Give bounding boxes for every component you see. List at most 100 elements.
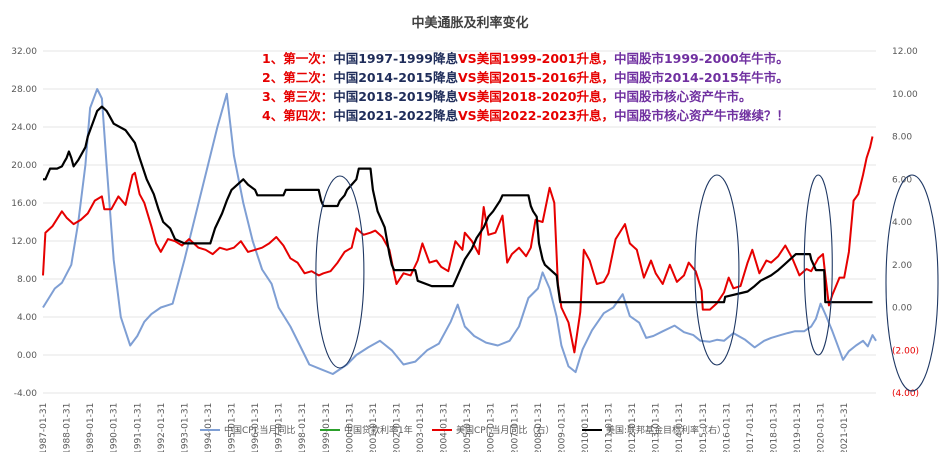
x-tick-label: 2013-01-31 (652, 403, 662, 452)
series-line-3 (43, 105, 873, 304)
annotation-p5: 中国股市2014-2015年牛市。 (614, 70, 789, 85)
left-tick-label: 0.00 (17, 351, 37, 361)
x-tick-label: 2004-01-31 (440, 403, 450, 452)
x-tick-label: 2003-01-31 (416, 403, 426, 452)
highlight-ellipse-1 (315, 175, 365, 369)
annotation-p4: 美国1999-2001升息， (477, 51, 614, 66)
annotation-line-4: 4、第四次：中国2021-2022降息VS美国2022-2023升息，中国股市核… (262, 108, 789, 123)
x-tick-label: 1996-01-31 (251, 403, 261, 452)
legend-label: 美国CPI:当月同比（右） (456, 424, 554, 436)
annotation-num: 4、 (262, 108, 283, 123)
right-tick-label: 4.00 (892, 218, 912, 228)
highlight-ellipse-2 (694, 174, 740, 366)
annotations: 1、第一次：中国1997-1999降息VS美国1999-2001升息，中国股市1… (262, 51, 789, 123)
annotation-p4: 美国2015-2016升息， (477, 70, 614, 85)
left-tick-label: -4.00 (14, 389, 38, 399)
right-tick-label: (4.00) (892, 389, 919, 399)
gridlines (43, 50, 876, 394)
x-tick-label: 2006-01-31 (487, 403, 497, 452)
left-tick-label: 32.00 (11, 47, 37, 57)
x-tick-label: 2020-01-31 (817, 403, 827, 452)
x-tick-label: 2005-01-31 (463, 403, 473, 452)
x-tick-label: 2016-01-31 (722, 403, 732, 452)
annotation-p3: VS (458, 51, 477, 66)
x-tick-label: 1989-01-31 (86, 403, 96, 452)
x-tick-label: 2007-01-31 (510, 403, 520, 452)
annotation-p2: 中国2021-2022降息 (333, 108, 458, 123)
right-tick-label: 8.00 (892, 133, 912, 143)
annotation-p4: 美国2018-2020升息， (477, 89, 614, 104)
right-tick-label: 0.00 (892, 304, 912, 314)
left-tick-label: 20.00 (11, 161, 37, 171)
annotation-p1: 第一次： (283, 51, 333, 66)
annotation-p4: 美国2022-2023升息， (477, 108, 614, 123)
left-tick-label: 28.00 (11, 85, 37, 95)
x-tick-label: 2015-01-31 (699, 403, 709, 452)
legend-label: 中国CPI:当月同比 (224, 424, 295, 436)
x-tick-label: 2021-01-31 (840, 403, 850, 452)
annotation-p2: 中国2018-2019降息 (333, 89, 458, 104)
annotation-line-3: 3、第三次：中国2018-2019降息VS美国2018-2020升息，中国股市核… (262, 89, 751, 104)
right-tick-label: 10.00 (892, 90, 918, 100)
x-tick-label: 1994-01-31 (204, 403, 214, 452)
x-tick-label: 2002-01-31 (392, 403, 402, 452)
chart-title: 中美通胀及利率变化 (411, 15, 528, 31)
x-tick-label: 2011-01-31 (605, 403, 615, 452)
right-tick-label: (2.00) (892, 346, 919, 356)
left-tick-label: 8.00 (17, 275, 37, 285)
left-tick-label: 24.00 (11, 123, 37, 133)
x-tick-label: 2000-01-31 (345, 403, 355, 452)
legend: 中国CPI:当月同比 中国贷款利率1年 美国CPI:当月同比（右） 美国:联邦基金目标… (200, 424, 726, 436)
x-tick-label: 2001-01-31 (369, 403, 379, 452)
x-tick-label: 1999-01-31 (322, 403, 332, 452)
series-lines (42, 88, 877, 375)
annotation-p5: 中国股市核心资产牛市。 (614, 89, 752, 104)
annotation-line-1: 1、第一次：中国1997-1999降息VS美国1999-2001升息，中国股市1… (262, 51, 789, 66)
annotation-line-2: 2、第二次：中国2014-2015降息VS美国2015-2016升息，中国股市2… (262, 70, 789, 85)
annotation-num: 2、 (262, 70, 283, 85)
x-tick-label: 1987-01-31 (39, 403, 49, 452)
x-tick-label: 1990-01-31 (110, 403, 120, 452)
x-tick-label: 1997-01-31 (275, 403, 285, 452)
left-tick-label: 4.00 (17, 313, 37, 323)
x-tick-label: 2014-01-31 (675, 403, 685, 452)
left-axis-ticks: -4.00 0.00 4.00 8.00 12.00 16.00 20.00 24.00 28.… (11, 47, 37, 399)
highlight-ellipse-4 (885, 174, 939, 392)
left-tick-label: 12.00 (11, 237, 37, 247)
annotation-p5: 中国股市1999-2000年牛市。 (614, 51, 789, 66)
legend-label: 美国:联邦基金目标利率（右） (606, 424, 726, 436)
x-tick-label: 1992-01-31 (157, 403, 167, 452)
annotation-p2: 中国2014-2015降息 (333, 70, 458, 85)
annotation-p3: VS (458, 70, 477, 85)
right-axis-ticks: (4.00) (2.00) 0.00 2.00 4.00 6.00 8.00 10.00 12.… (892, 47, 919, 399)
annotation-p1: 第三次： (283, 89, 333, 104)
x-axis-ticks: 1987-01-31 1988-01-31 1989-01-31 1990-01-31… (39, 403, 850, 452)
annotation-p1: 第四次： (283, 108, 333, 123)
highlight-ellipses (315, 174, 939, 392)
x-tick-label: 2018-01-31 (769, 403, 779, 452)
x-tick-label: 1988-01-31 (63, 403, 73, 452)
annotation-p1: 第二次： (283, 70, 333, 85)
x-tick-label: 1995-01-31 (228, 403, 238, 452)
legend-label: 中国贷款利率1年 (344, 424, 413, 436)
x-tick-label: 2012-01-31 (628, 403, 638, 452)
x-tick-label: 2017-01-31 (746, 403, 756, 452)
x-tick-label: 1993-01-31 (180, 403, 190, 452)
annotation-num: 3、 (262, 89, 283, 104)
annotation-num: 1、 (262, 51, 283, 66)
annotation-p2: 中国1997-1999降息 (333, 51, 458, 66)
x-tick-label: 2009-01-31 (557, 403, 567, 452)
x-tick-label: 2019-01-31 (793, 403, 803, 452)
annotation-p3: VS (458, 108, 477, 123)
x-tick-label: 2008-01-31 (534, 403, 544, 452)
annotation-p3: VS (458, 89, 477, 104)
highlight-ellipse-3 (803, 174, 833, 356)
annotation-p5: 中国股市核心资产牛市继续？！ (614, 108, 789, 123)
right-tick-label: 12.00 (892, 47, 918, 57)
x-tick-label: 1998-01-31 (298, 403, 308, 452)
left-tick-label: 16.00 (11, 199, 37, 209)
x-tick-label: 1991-01-31 (133, 403, 143, 452)
series-line-0 (42, 88, 877, 375)
x-tick-label: 2010-01-31 (581, 403, 591, 452)
